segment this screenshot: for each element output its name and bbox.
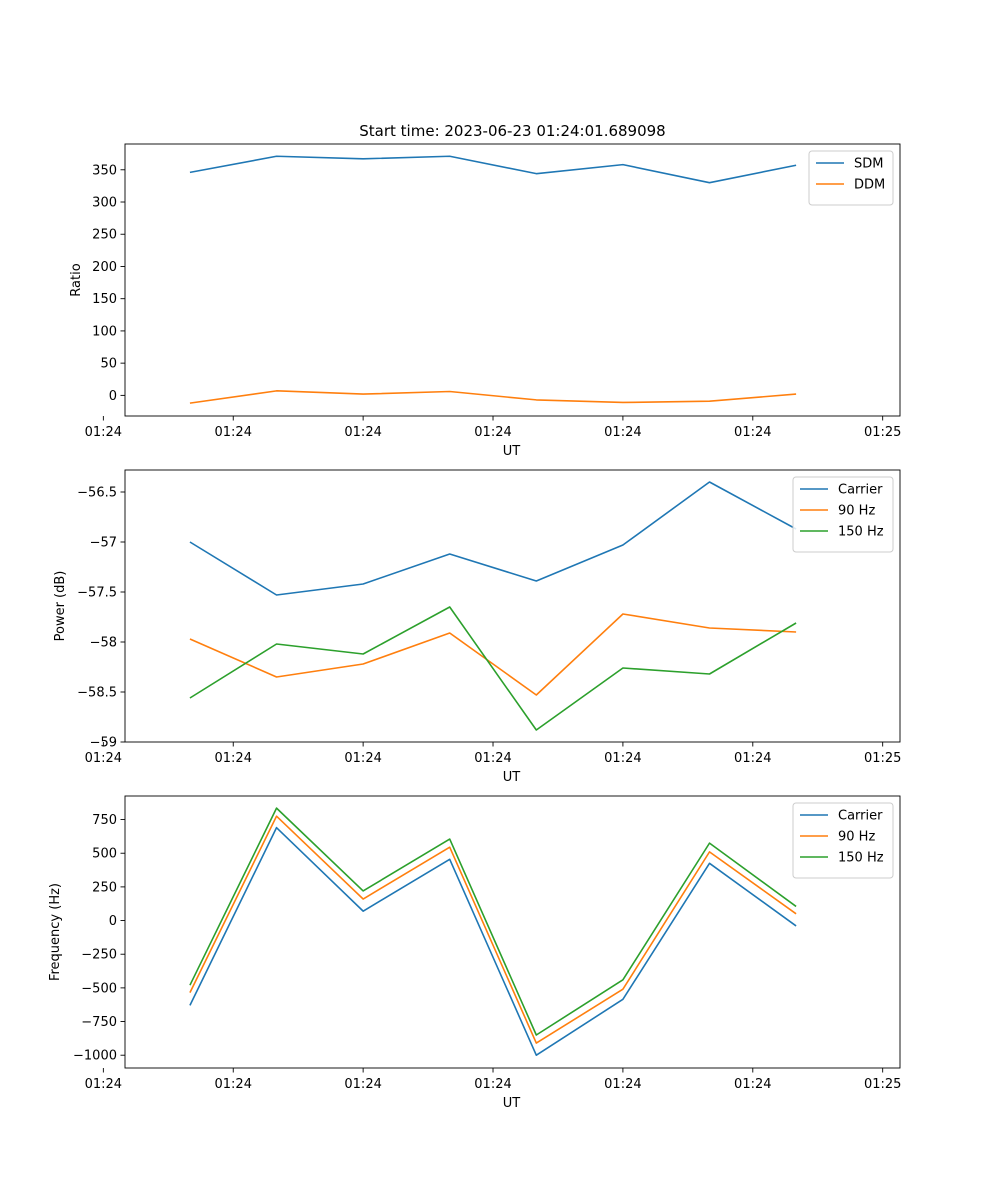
- x-tick-label: 01:24: [85, 1077, 122, 1092]
- x-tick-label: 01:24: [215, 425, 252, 440]
- y-tick-label: 350: [92, 163, 117, 178]
- y-axis-label: Power (dB): [53, 571, 68, 642]
- x-tick-label: 01:25: [864, 1077, 901, 1092]
- series-line-90-hz: [189, 613, 797, 696]
- x-tick-label: 01:24: [604, 425, 641, 440]
- x-tick-label: 01:24: [215, 1077, 252, 1092]
- series-line-150-hz: [189, 606, 797, 731]
- y-tick-label: −59: [90, 736, 117, 751]
- legend-entry: DDM: [854, 178, 885, 193]
- y-tick-label: 500: [92, 847, 117, 862]
- x-tick-label: 01:24: [474, 1077, 511, 1092]
- y-tick-label: −58.5: [77, 686, 117, 701]
- legend-entry: 90 Hz: [838, 504, 875, 519]
- y-tick-label: −750: [81, 1015, 117, 1030]
- x-tick-label: 01:24: [734, 751, 771, 766]
- y-tick-label: 0: [109, 389, 117, 404]
- y-tick-label: 0: [109, 914, 117, 929]
- legend-entry: Carrier: [838, 483, 883, 498]
- series-line-sdm: [189, 155, 797, 184]
- series-line-ddm: [189, 390, 797, 404]
- y-tick-label: −58: [90, 636, 117, 651]
- y-tick-label: 250: [92, 228, 117, 243]
- series-line-carrier: [189, 481, 797, 596]
- y-tick-label: −57: [90, 536, 117, 551]
- x-tick-label: 01:24: [85, 425, 122, 440]
- x-tick-label: 01:24: [85, 751, 122, 766]
- series-line-150-hz: [189, 807, 797, 1036]
- axes-frame: [124, 795, 901, 1069]
- y-tick-label: 250: [92, 880, 117, 895]
- y-tick-label: 100: [92, 324, 117, 339]
- series-line-90-hz: [189, 815, 797, 1044]
- x-tick-label: 01:24: [474, 425, 511, 440]
- legend-entry: 90 Hz: [838, 830, 875, 845]
- figure-title: Start time: 2023-06-23 01:24:01.689098: [359, 122, 665, 140]
- x-tick-label: 01:24: [344, 425, 381, 440]
- legend-entry: 150 Hz: [838, 525, 884, 540]
- chart-2: 01:24 01:24 01:24 01:24 01:24 01:24 01:25 −59 −5…: [53, 469, 901, 785]
- chart-1: 01:24 01:24 01:24 01:24 01:24 01:24 01:25 0 50 10…: [69, 143, 901, 459]
- x-axis-label: UT: [503, 444, 521, 459]
- x-tick-label: 01:24: [734, 1077, 771, 1092]
- x-tick-label: 01:24: [344, 1077, 381, 1092]
- legend-entry: 150 Hz: [838, 851, 884, 866]
- legend: SDM DDM: [808, 150, 894, 206]
- chart-3: 01:24 01:24 01:24 01:24 01:24 01:24 01:25 −1000…: [48, 795, 901, 1111]
- x-tick-label: 01:24: [604, 751, 641, 766]
- x-tick-label: 01:24: [734, 425, 771, 440]
- y-tick-label: −57.5: [77, 586, 117, 601]
- x-axis-label: UT: [503, 770, 521, 785]
- x-axis-label: UT: [503, 1096, 521, 1111]
- legend-entry: SDM: [854, 157, 883, 172]
- legend-entry: Carrier: [838, 809, 883, 824]
- x-tick-label: 01:24: [474, 751, 511, 766]
- y-tick-label: −250: [81, 948, 117, 963]
- x-tick-label: 01:24: [604, 1077, 641, 1092]
- y-tick-label: 750: [92, 813, 117, 828]
- y-tick-label: −56.5: [77, 486, 117, 501]
- series-line-carrier: [189, 826, 797, 1057]
- legend-box: [808, 150, 894, 206]
- y-tick-label: −500: [81, 981, 117, 996]
- axes-frame: [124, 143, 901, 417]
- x-tick-label: 01:24: [344, 751, 381, 766]
- y-tick-label: −1000: [73, 1049, 117, 1064]
- legend-box: [792, 802, 894, 879]
- x-tick-label: 01:24: [215, 751, 252, 766]
- y-tick-label: 150: [92, 292, 117, 307]
- y-axis-label: Frequency (Hz): [48, 883, 63, 981]
- legend: Carrier 90 Hz 150 Hz: [792, 476, 894, 553]
- y-tick-label: 200: [92, 260, 117, 275]
- y-axis-label: Ratio: [69, 263, 84, 296]
- x-tick-label: 01:25: [864, 425, 901, 440]
- axes-frame: [124, 469, 901, 743]
- y-tick-label: 300: [92, 196, 117, 211]
- legend-box: [792, 476, 894, 553]
- x-tick-label: 01:25: [864, 751, 901, 766]
- y-tick-label: 50: [100, 357, 117, 372]
- legend: Carrier 90 Hz 150 Hz: [792, 802, 894, 879]
